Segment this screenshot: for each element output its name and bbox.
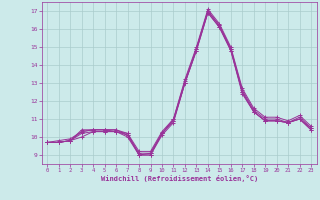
X-axis label: Windchill (Refroidissement éolien,°C): Windchill (Refroidissement éolien,°C) <box>100 175 258 182</box>
